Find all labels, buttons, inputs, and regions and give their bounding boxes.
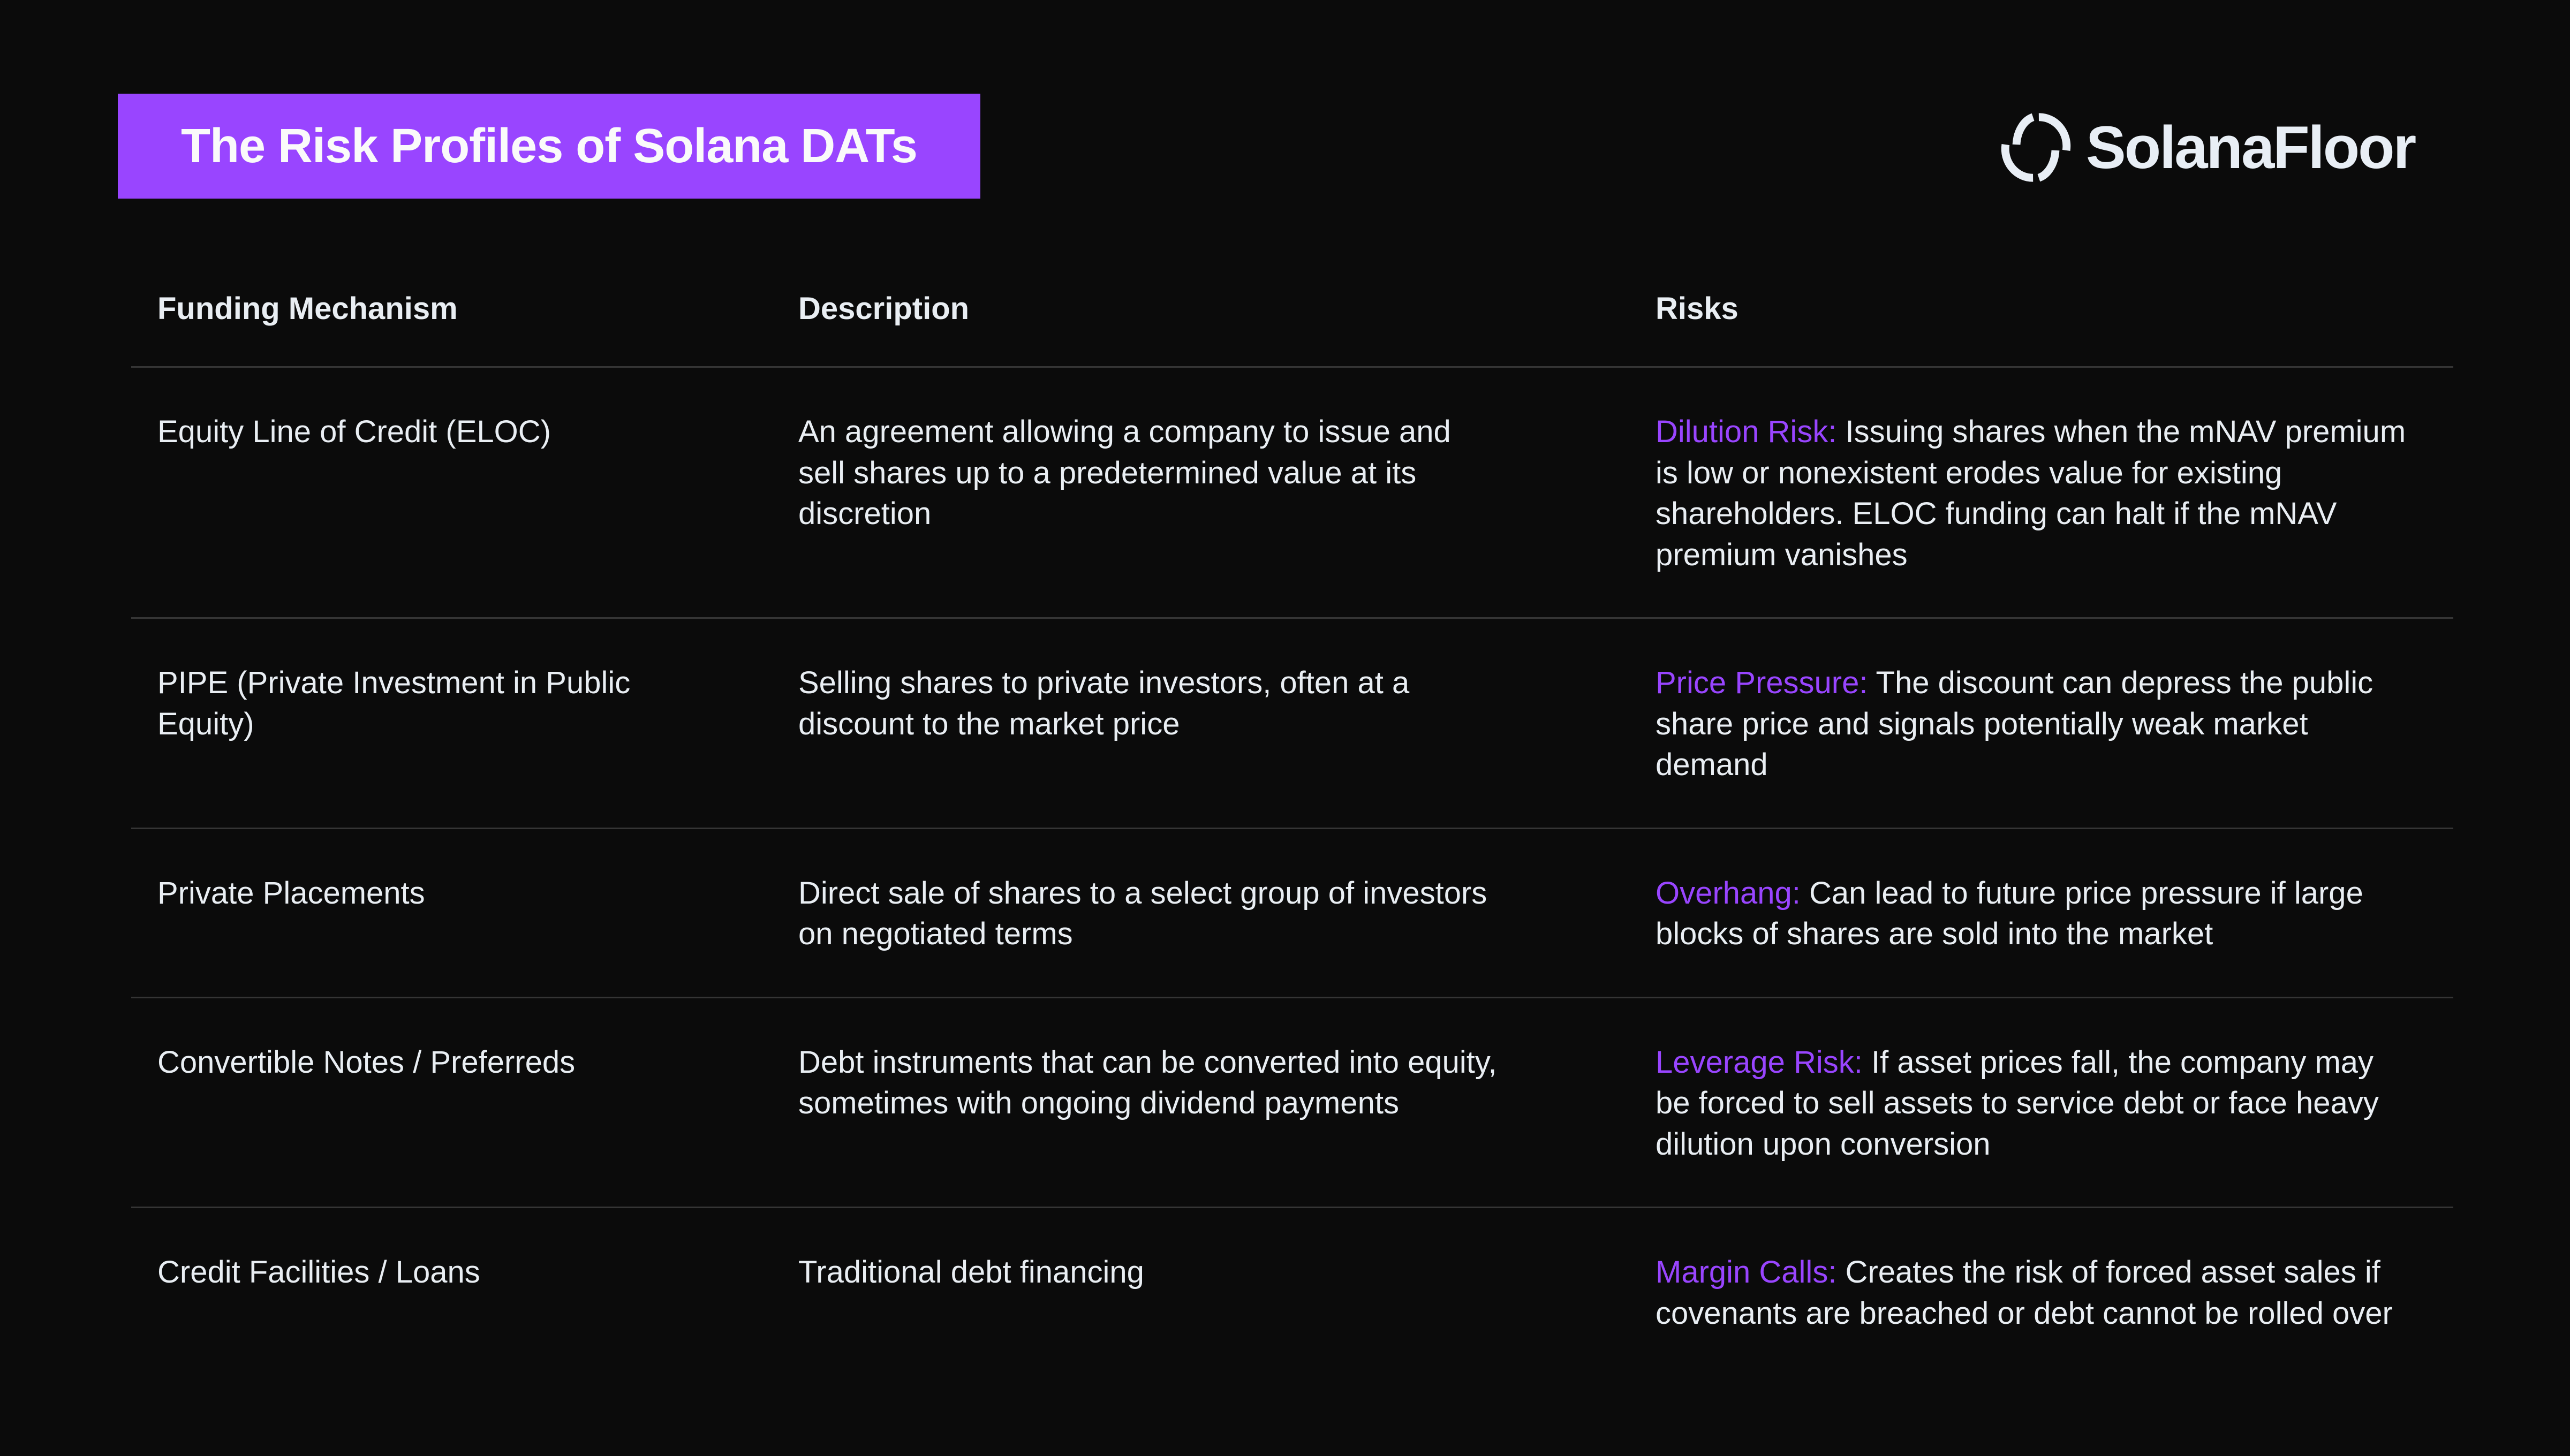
description-cell: Direct sale of shares to a select group … <box>798 875 1487 952</box>
solanafloor-logo: SolanaFloor <box>2000 110 2416 185</box>
risk-cell: Price Pressure: The discount can depress… <box>1656 663 2453 786</box>
table-row: Credit Facilities / Loans Traditional deb… <box>131 1208 2453 1376</box>
mechanism-cell: Private Placements <box>157 875 425 911</box>
table-row: Equity Line of Credit (ELOC) An agreement… <box>131 368 2453 619</box>
mechanism-cell: PIPE (Private Investment in Public Equit… <box>157 665 631 741</box>
description-cell: Selling shares to private investors, oft… <box>798 665 1410 741</box>
mechanism-cell: Credit Facilities / Loans <box>157 1255 480 1290</box>
risk-text: The discount can depress the public shar… <box>1656 665 2374 782</box>
risk-label: Overhang: <box>1656 875 1801 911</box>
risk-label: Dilution Risk: <box>1656 414 1837 449</box>
description-cell: Debt instruments that can be converted i… <box>798 1044 1497 1121</box>
table-row: Convertible Notes / Preferreds Debt instr… <box>131 998 2453 1208</box>
risk-cell: Margin Calls: Creates the risk of forced… <box>1656 1252 2453 1334</box>
header-risks: Risks <box>1656 291 1738 326</box>
risk-label: Margin Calls: <box>1656 1255 1837 1290</box>
table-header-row: Funding Mechanism Description Risks <box>131 252 2453 368</box>
header-description: Description <box>798 291 970 326</box>
risk-text: Can lead to future price pressure if lar… <box>1656 875 2363 952</box>
mechanism-cell: Convertible Notes / Preferreds <box>157 1044 576 1080</box>
risk-cell: Overhang: Can lead to future price press… <box>1656 873 2453 955</box>
header-funding-mechanism: Funding Mechanism <box>157 291 458 326</box>
risk-label: Price Pressure: <box>1656 665 1868 700</box>
risk-table: Funding Mechanism Description Risks Equi… <box>131 252 2453 1376</box>
risk-cell: Leverage Risk: If asset prices fall, the… <box>1656 1042 2453 1165</box>
risk-cell: Dilution Risk: Issuing shares when the m… <box>1656 412 2453 575</box>
risk-label: Leverage Risk: <box>1656 1044 1863 1080</box>
logo-text: SolanaFloor <box>2086 113 2416 181</box>
page-title: The Risk Profiles of Solana DATs <box>181 119 918 173</box>
table-row: PIPE (Private Investment in Public Equit… <box>131 619 2453 829</box>
description-cell: An agreement allowing a company to issue… <box>798 414 1451 531</box>
mechanism-cell: Equity Line of Credit (ELOC) <box>157 414 551 449</box>
description-cell: Traditional debt financing <box>798 1255 1144 1290</box>
risk-text: Issuing shares when the mNAV premium is … <box>1656 414 2406 572</box>
risk-text: If asset prices fall, the company may be… <box>1656 1044 2379 1162</box>
risk-text: Creates the risk of forced asset sales i… <box>1656 1255 2393 1331</box>
solanafloor-logo-icon <box>2001 112 2071 182</box>
table-row: Private Placements Direct sale of shares … <box>131 829 2453 998</box>
title-banner: The Risk Profiles of Solana DATs <box>118 94 980 199</box>
